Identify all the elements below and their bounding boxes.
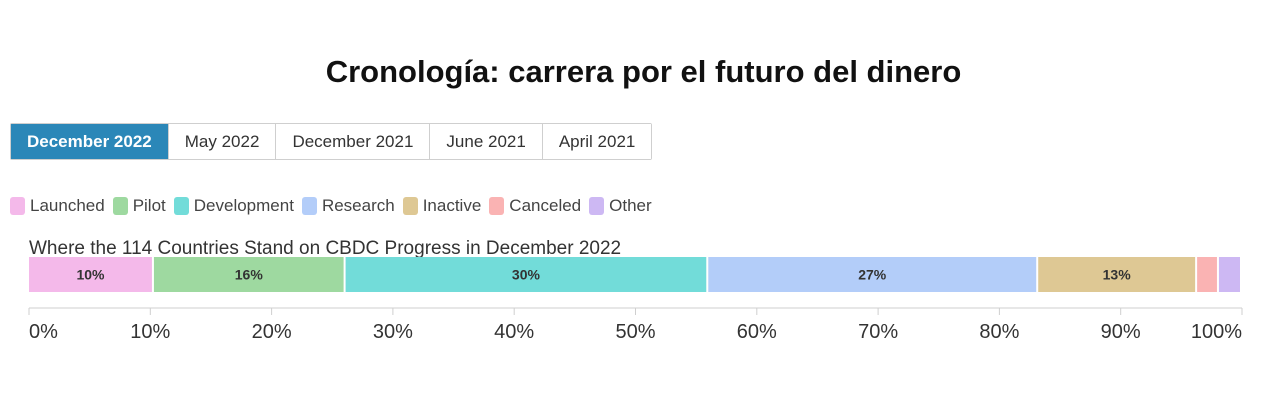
bar-segment-development[interactable] [345,257,707,292]
x-tick-label: 90% [1101,321,1141,343]
legend-label: Inactive [422,196,482,215]
x-tick-label: 60% [737,321,777,343]
chart-title: Where the 114 Countries Stand on CBDC Pr… [29,238,621,259]
legend-label: Canceled [509,196,582,215]
data-label-launched: 10% [76,267,105,283]
x-tick-label: 50% [615,321,655,343]
x-tick-label: 100% [1191,321,1242,343]
x-tick-label: 0% [29,321,58,343]
legend-swatch [10,197,25,215]
bar-segment-launched[interactable] [29,257,152,292]
x-tick-label: 20% [252,321,292,343]
data-label-pilot: 16% [235,267,264,283]
tab-april-2021[interactable]: April 2021 [542,124,652,159]
legend-swatch [589,197,605,215]
bar-segment-other[interactable] [1218,257,1240,292]
tab-june-2021[interactable]: June 2021 [430,124,543,159]
legend-swatch [489,197,505,215]
legend-label: Research [321,196,395,215]
legend-item-pilot[interactable]: Pilot [112,196,166,216]
stacked-bar: 10% 16% 30% 27% 13% [29,257,1240,292]
legend-swatch [173,197,189,215]
legend-item-other[interactable]: Other [589,196,652,216]
cbdc-progress-chart: Where the 114 Countries Stand on CBDC Pr… [28,238,1243,343]
bar-segment-canceled[interactable] [1197,257,1217,292]
chart-legend: Launched Pilot Development Research Inac… [10,195,660,217]
x-tick-label: 80% [979,321,1019,343]
date-tabs: December 2022 May 2022 December 2021 Jun… [10,123,653,160]
x-tick-label: 40% [494,321,534,343]
legend-swatch [112,197,128,215]
legend-item-research[interactable]: Research [301,196,395,216]
legend-item-launched[interactable]: Launched [10,196,105,216]
legend-swatch [402,197,418,215]
x-tick-label: 70% [858,321,898,343]
data-label-inactive: 13% [1103,267,1132,283]
legend-item-inactive[interactable]: Inactive [402,196,482,216]
legend-label: Pilot [132,196,166,215]
legend-label: Launched [30,196,105,215]
x-tick-label: 10% [130,321,170,343]
legend-item-development[interactable]: Development [173,196,294,216]
bar-segment-pilot[interactable] [153,257,344,292]
x-tick-label: 30% [373,321,413,343]
legend-label: Other [609,196,652,215]
x-axis: 0% 10% 20% 30% 40% 50% 60% 70% 80% 90% 100% [28,307,1243,343]
bar-segment-research[interactable] [708,257,1037,292]
legend-label: Development [193,196,294,215]
data-label-development: 30% [512,267,541,283]
tab-may-2022[interactable]: May 2022 [168,124,277,159]
bar-segment-inactive[interactable] [1038,257,1196,292]
legend-item-canceled[interactable]: Canceled [489,196,581,216]
tab-december-2021[interactable]: December 2021 [276,124,431,159]
legend-swatch [301,197,317,215]
tab-december-2022[interactable]: December 2022 [11,124,169,159]
page-title: Cronología: carrera por el futuro del di… [325,54,962,89]
data-label-research: 27% [858,267,887,283]
